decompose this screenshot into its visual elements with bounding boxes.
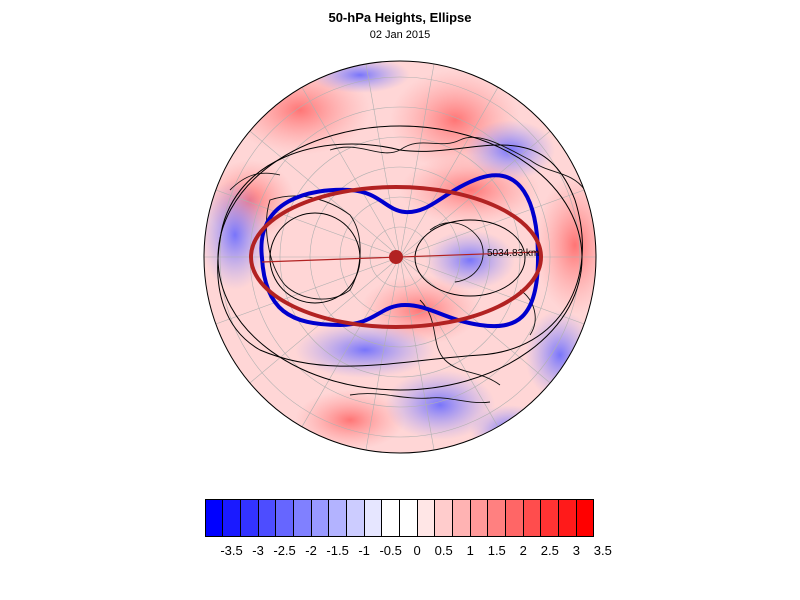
colorbar-cell [487, 499, 507, 537]
colorbar-label: 1.5 [487, 543, 506, 558]
colorbar-cell [523, 499, 542, 537]
colorbar-cell [293, 499, 312, 537]
colorbar-label: -1 [358, 543, 370, 558]
colorbar-cell [222, 499, 241, 537]
polar-map: 5034.83 km [203, 60, 597, 454]
meridian-line [364, 256, 401, 453]
colorbar-label: 0 [413, 543, 421, 558]
meridian-line [246, 256, 401, 386]
colorbar-label: -3.5 [220, 543, 243, 558]
meridian-line [399, 188, 589, 258]
colorbar-cell [399, 499, 418, 537]
colorbar [205, 499, 595, 537]
colorbar-label: -0.5 [379, 543, 402, 558]
meridian-line [399, 256, 589, 326]
colorbar-cell [505, 499, 524, 537]
colorbar-cell [558, 499, 577, 537]
colorbar-cell [452, 499, 471, 537]
colorbar-label: -1.5 [326, 543, 349, 558]
blue-contour [259, 173, 541, 329]
colorbar-label: -3 [252, 543, 264, 558]
colorbar-label: 2 [519, 543, 527, 558]
height-contours [217, 125, 583, 391]
colorbar-label: 3 [572, 543, 580, 558]
colorbar-label: -2.5 [273, 543, 296, 558]
colorbar-cell [381, 499, 400, 537]
colorbar-label: 0.5 [434, 543, 453, 558]
colorbar-label: 2.5 [540, 543, 559, 558]
map-date: 02 Jan 2015 [369, 29, 431, 41]
colorbar-cell [205, 499, 224, 537]
graticule [204, 61, 596, 453]
colorbar-label: 3.5 [593, 543, 612, 558]
colorbar-cell [417, 499, 436, 537]
colorbar-cell [328, 499, 347, 537]
meridian-line [211, 256, 401, 326]
colorbar-labels: -3.5 -3 -2.5 -2 -1.5 -1 -0.5 0 0.5 1 1.5 2 2.5 3 3.5 [205, 543, 612, 559]
colorbar-cell [540, 499, 560, 537]
colorbar-cell [275, 499, 294, 537]
distance-label: 5034.83 km [487, 248, 539, 259]
meridian-line [364, 61, 401, 258]
colorbar-cell [258, 499, 277, 537]
meridian-line [399, 256, 501, 431]
colorbar-cell [470, 499, 489, 537]
meridian-line [399, 256, 554, 386]
colorbar-label: -2 [305, 543, 317, 558]
meridian-line [211, 188, 401, 258]
colorbar-cell [346, 499, 365, 537]
fitted-ellipse [249, 185, 543, 329]
map-title: 50-hPa Heights, Ellipse [328, 10, 472, 25]
meridian-line [399, 61, 436, 258]
meridian-line [299, 256, 401, 431]
map-boundary [203, 60, 597, 454]
colorbar-cell [434, 499, 454, 537]
ellipse-center [389, 250, 403, 264]
meridian-line [399, 83, 501, 258]
meridian-line [399, 256, 436, 453]
colorbar-cell [240, 499, 259, 537]
colorbar-cell [576, 499, 595, 537]
colorbar-cell [311, 499, 330, 537]
colorbar-cell [364, 499, 383, 537]
colorbar-label: 1 [466, 543, 474, 558]
meridian-line [299, 83, 401, 258]
